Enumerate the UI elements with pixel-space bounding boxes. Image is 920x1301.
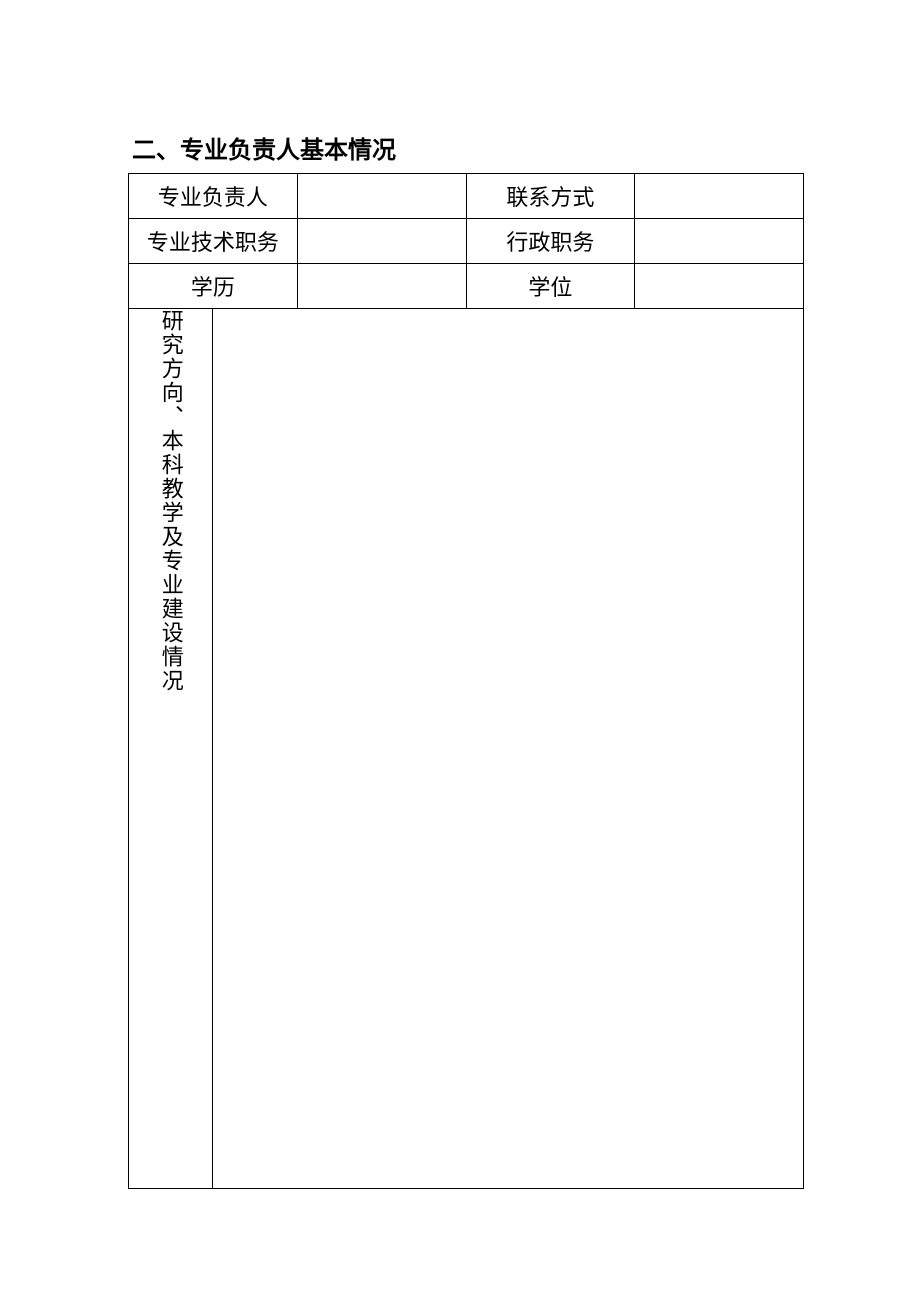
label-person-in-charge: 专业负责人 [129, 174, 298, 219]
vertical-label-text: 研究方向、本科教学及专业建设情况 [159, 309, 183, 693]
label-technical-title: 专业技术职务 [129, 219, 298, 264]
table-row: 专业技术职务 行政职务 [129, 219, 804, 264]
info-table: 专业负责人 联系方式 专业技术职务 行政职务 学历 学位 研究方向、本科教学及专… [128, 173, 804, 1189]
table-row: 专业负责人 联系方式 [129, 174, 804, 219]
label-education: 学历 [129, 264, 298, 309]
value-admin-position [635, 219, 804, 264]
label-admin-position: 行政职务 [466, 219, 635, 264]
value-education [297, 264, 466, 309]
value-contact [635, 174, 804, 219]
value-technical-title [297, 219, 466, 264]
table-row-content: 研究方向、本科教学及专业建设情况 [129, 309, 804, 1189]
label-research-direction: 研究方向、本科教学及专业建设情况 [129, 309, 213, 1189]
label-contact: 联系方式 [466, 174, 635, 219]
section-title: 二、专业负责人基本情况 [128, 130, 804, 165]
value-degree [635, 264, 804, 309]
value-research-content [213, 309, 804, 1189]
value-person-in-charge [297, 174, 466, 219]
table-row: 学历 学位 [129, 264, 804, 309]
label-degree: 学位 [466, 264, 635, 309]
